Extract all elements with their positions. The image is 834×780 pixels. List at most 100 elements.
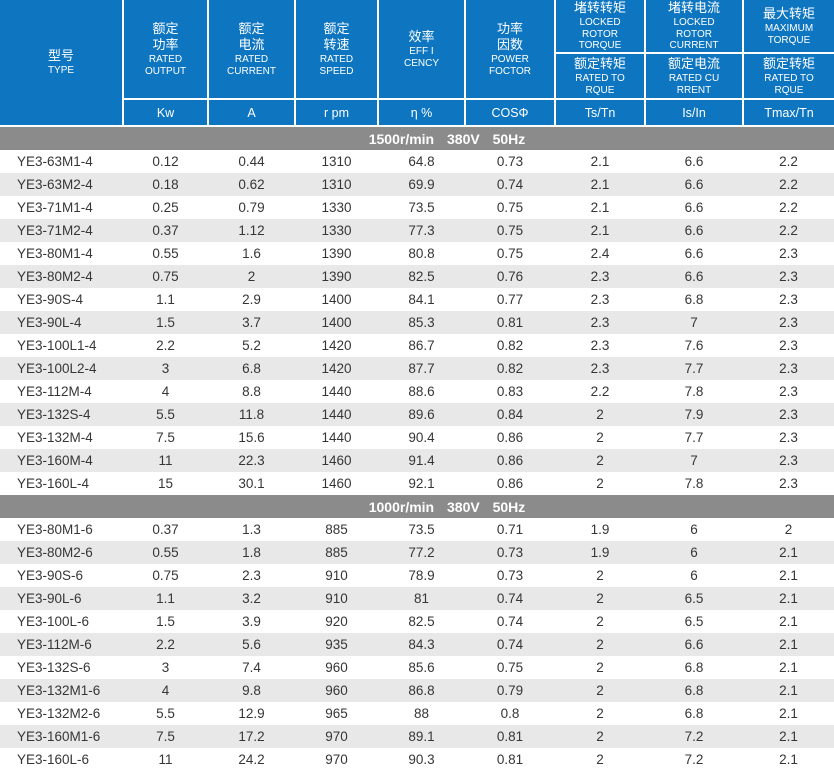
value-cell: 2 xyxy=(555,633,645,656)
value-cell: 960 xyxy=(295,656,378,679)
col-header-rated-speed-zh: 额定 转速 xyxy=(323,21,350,52)
model-cell: YE3-90L-4 xyxy=(0,311,123,334)
value-cell: 15.6 xyxy=(208,426,295,449)
section-band-label: 1500r/min 380V 50Hz xyxy=(368,130,526,147)
value-cell: 0.81 xyxy=(465,748,555,771)
col-header-power-factor: 功率 因数 POWER FOCTOR xyxy=(464,0,556,100)
value-cell: 0.75 xyxy=(465,196,555,219)
unit-ts-tn: Ts/Tn xyxy=(554,98,646,127)
value-cell: 5.6 xyxy=(208,633,295,656)
value-cell: 0.81 xyxy=(465,725,555,748)
value-cell: 0.44 xyxy=(208,150,295,173)
value-cell: 2.2 xyxy=(743,219,834,242)
col-header-efficiency-zh: 效率 xyxy=(408,29,435,44)
value-cell: 1400 xyxy=(295,288,378,311)
section-band: 1000r/min 380V 50Hz xyxy=(0,495,834,518)
table-row: YE3-160L-6 11 24.2 970 90.3 0.81 2 7.2 2.1 xyxy=(0,748,834,771)
value-cell: 0.79 xyxy=(465,679,555,702)
value-cell: 7.2 xyxy=(645,748,743,771)
col-header-type-en: TYPE xyxy=(47,65,75,77)
value-cell: 2.1 xyxy=(743,541,834,564)
value-cell: 2.1 xyxy=(743,610,834,633)
value-cell: 0.73 xyxy=(465,150,555,173)
value-cell: 5.2 xyxy=(208,334,295,357)
value-cell: 6.8 xyxy=(645,679,743,702)
value-cell: 0.75 xyxy=(123,265,208,288)
value-cell: 0.75 xyxy=(465,219,555,242)
col-header-locked-rotor-torque-en: LOCKED ROTOR TORQUE xyxy=(578,17,622,52)
value-cell: 0.37 xyxy=(123,518,208,541)
value-cell: 1390 xyxy=(295,242,378,265)
model-cell: YE3-80M1-4 xyxy=(0,242,123,265)
value-cell: 910 xyxy=(295,564,378,587)
value-cell: 2.3 xyxy=(555,288,645,311)
value-cell: 15 xyxy=(123,472,208,495)
model-cell: YE3-90S-4 xyxy=(0,288,123,311)
value-cell: 7.9 xyxy=(645,403,743,426)
value-cell: 2.2 xyxy=(743,173,834,196)
value-cell: 2.2 xyxy=(743,196,834,219)
value-cell: 7 xyxy=(645,449,743,472)
table-row: YE3-80M2-4 0.75 2 1390 82.5 0.76 2.3 6.6 2.3 xyxy=(0,265,834,288)
col-header-locked-rotor-current-en: LOCKED ROTOR CURRENT xyxy=(669,17,719,52)
value-cell: 6.6 xyxy=(645,219,743,242)
value-cell: 7 xyxy=(645,311,743,334)
model-cell: YE3-80M1-6 xyxy=(0,518,123,541)
model-cell: YE3-80M2-4 xyxy=(0,265,123,288)
model-cell: YE3-112M-6 xyxy=(0,633,123,656)
value-cell: 90.4 xyxy=(378,426,465,449)
value-cell: 2.3 xyxy=(743,426,834,449)
value-cell: 2 xyxy=(555,679,645,702)
value-cell: 2.3 xyxy=(555,334,645,357)
value-cell: 6.6 xyxy=(645,150,743,173)
value-cell: 2.3 xyxy=(743,403,834,426)
value-cell: 0.82 xyxy=(465,357,555,380)
value-cell: 11 xyxy=(123,449,208,472)
value-cell: 6.8 xyxy=(645,656,743,679)
value-cell: 2.1 xyxy=(743,679,834,702)
value-cell: 82.5 xyxy=(378,265,465,288)
value-cell: 6.8 xyxy=(645,702,743,725)
value-cell: 3.7 xyxy=(208,311,295,334)
value-cell: 0.73 xyxy=(465,564,555,587)
col-header-rated-current-zh: 额定 电流 xyxy=(238,21,265,52)
value-cell: 64.8 xyxy=(378,150,465,173)
col-subheader-rated-torque-2-zh: 额定转矩 xyxy=(762,56,815,71)
value-cell: 78.9 xyxy=(378,564,465,587)
unit-eta: η % xyxy=(377,98,466,127)
value-cell: 0.86 xyxy=(465,426,555,449)
value-cell: 0.86 xyxy=(465,449,555,472)
model-cell: YE3-160M1-6 xyxy=(0,725,123,748)
value-cell: 1.8 xyxy=(208,541,295,564)
col-header-power-factor-zh: 功率 因数 xyxy=(496,21,523,52)
value-cell: 7.2 xyxy=(645,725,743,748)
value-cell: 2 xyxy=(555,403,645,426)
value-cell: 2.3 xyxy=(743,265,834,288)
col-header-rated-output-en: RATED OUTPUT xyxy=(144,54,187,77)
value-cell: 2.9 xyxy=(208,288,295,311)
col-header-locked-rotor-current-zh: 堵转电流 xyxy=(667,0,720,16)
value-cell: 2.3 xyxy=(743,472,834,495)
model-cell: YE3-160L-6 xyxy=(0,748,123,771)
value-cell: 90.3 xyxy=(378,748,465,771)
value-cell: 1.3 xyxy=(208,518,295,541)
value-cell: 2.3 xyxy=(743,334,834,357)
col-subheader-rated-current: 额定电流 RATED CU RRENT xyxy=(644,52,744,100)
value-cell: 2.2 xyxy=(123,334,208,357)
col-header-rated-speed-en: RATED SPEED xyxy=(319,54,354,77)
value-cell: 0.55 xyxy=(123,242,208,265)
value-cell: 2.1 xyxy=(743,725,834,748)
model-cell: YE3-160M-4 xyxy=(0,449,123,472)
value-cell: 88 xyxy=(378,702,465,725)
value-cell: 24.2 xyxy=(208,748,295,771)
col-header-rated-current-en: RATED CURRENT xyxy=(227,54,276,77)
value-cell: 11 xyxy=(123,748,208,771)
value-cell: 935 xyxy=(295,633,378,656)
value-cell: 86.7 xyxy=(378,334,465,357)
col-header-maximum-torque-zh: 最大转矩 xyxy=(762,6,815,21)
value-cell: 0.25 xyxy=(123,196,208,219)
value-cell: 4 xyxy=(123,380,208,403)
table-row: YE3-112M-6 2.2 5.6 935 84.3 0.74 2 6.6 2.1 xyxy=(0,633,834,656)
